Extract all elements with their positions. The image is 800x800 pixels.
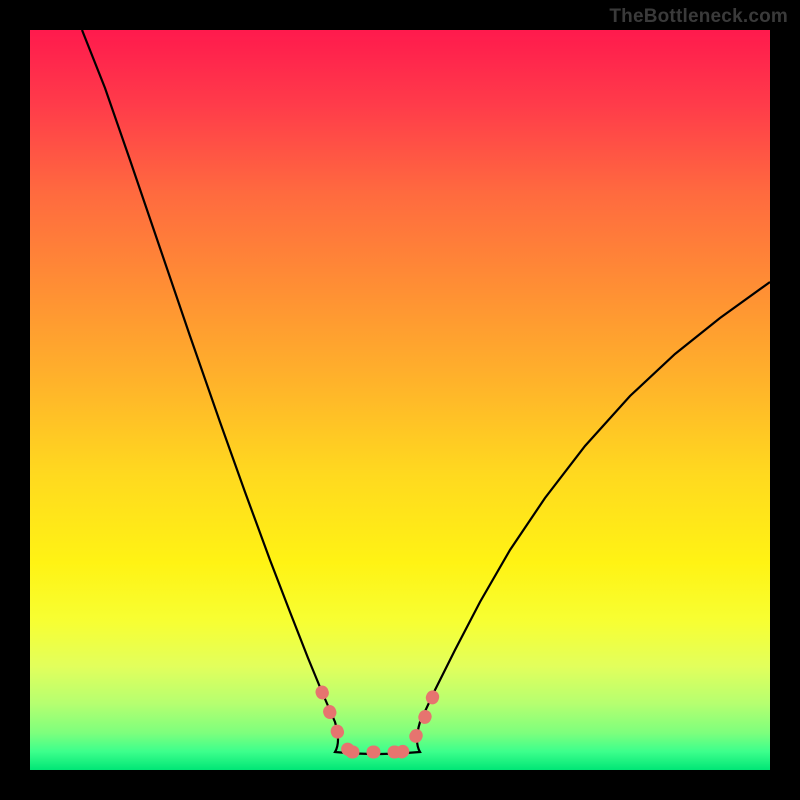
bottleneck-curve: [30, 30, 770, 770]
plot-area: [30, 30, 770, 770]
watermark-text: TheBottleneck.com: [609, 6, 788, 28]
chart-container: TheBottleneck.com: [0, 0, 800, 800]
